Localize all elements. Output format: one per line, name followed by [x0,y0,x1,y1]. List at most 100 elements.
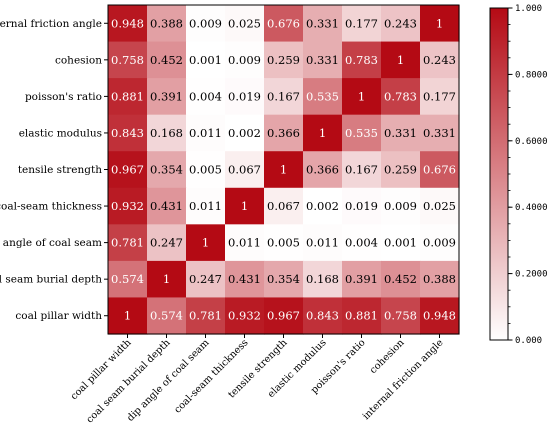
cell-value-label: 0.354 [150,163,183,177]
x-tick-label: internal friction angle [361,337,446,422]
cell-value-label: 0.431 [150,199,183,213]
heatmap-cell [264,297,304,335]
heatmap-cell [303,5,343,43]
cell-value-label: 0.967 [267,309,300,323]
cell-value-label: 0.025 [228,16,261,30]
heatmap-cell [186,187,226,225]
heatmap-cell [420,5,460,43]
heatmap-cell [420,114,460,152]
y-tick-label: cohesion [55,54,102,66]
cell-value-label: 1 [358,89,365,103]
heatmap-cell [186,260,226,299]
heatmap-cell [264,260,304,299]
cell-value-label: 0.167 [345,163,378,177]
heatmap-cell [342,114,382,152]
cell-value-label: 0.011 [228,236,261,250]
cell-value-label: 0.431 [228,272,261,286]
cell-value-label: 0.391 [150,89,183,103]
cell-value-label: 0.001 [384,236,417,250]
heatmap-cell [225,224,265,262]
heatmap-cell [381,297,421,335]
cell-value-label: 0.331 [423,126,456,140]
cell-value-label: 0.781 [189,309,222,323]
y-tick-label: coal pillar width [15,310,102,322]
heatmap-cell [147,78,187,116]
heatmap-cell [108,297,148,335]
heatmap-cell [381,114,421,152]
cell-value-label: 0.067 [267,199,300,213]
colorbar-tick-label: 0.6000 [515,137,548,147]
heatmap-cell [147,114,187,152]
heatmap-cell [108,151,148,189]
heatmap-cell [225,260,265,299]
heatmap-cell [225,114,265,152]
cell-value-label: 0.366 [267,126,300,140]
cell-value-label: 0.331 [384,126,417,140]
heatmap-cell [225,187,265,225]
colorbar-gradient [489,7,509,341]
heatmap-cell [303,260,343,299]
heatmap-cell [420,260,460,299]
cell-value-label: 0.331 [306,16,339,30]
heatmap-cell [186,224,226,262]
cell-value-label: 1 [397,53,404,67]
heatmap-cell [108,114,148,152]
heatmap-cell [381,41,421,79]
cell-value-label: 1 [280,163,287,177]
cell-value-label: 1 [124,309,131,323]
heatmap-cell [186,78,226,116]
heatmap-cell [147,187,187,225]
cell-value-label: 0.388 [150,16,183,30]
heatmap-cell [186,297,226,335]
cell-value-label: 0.243 [423,53,456,67]
cell-value-label: 0.001 [189,53,222,67]
heatmap-cells [108,5,460,335]
cell-value-label: 0.025 [423,199,456,213]
heatmap-cell [420,41,460,79]
heatmap-cell [420,151,460,189]
cell-value-label: 0.009 [228,53,261,67]
cell-value-label: 0.932 [111,199,144,213]
cell-value-label: 0.011 [189,199,222,213]
heatmap-cell [342,5,382,43]
heatmap-cell [303,187,343,225]
heatmap-cell [342,224,382,262]
heatmap-cell [147,260,187,299]
heatmap-cell [186,114,226,152]
heatmap-cell-labels: 0.948 0.388 0.009 0.025 0.676 0.331 0.177 0.243… [111,16,456,322]
heatmap-cell [147,297,187,335]
heatmap-cell [225,151,265,189]
heatmap-cell [303,297,343,335]
cell-value-label: 0.843 [306,309,339,323]
cell-value-label: 0.177 [423,89,456,103]
cell-value-label: 0.676 [267,16,300,30]
heatmap-cell [342,260,382,299]
heatmap-cell [381,151,421,189]
y-tick-label: coal seam burial depth [0,274,102,286]
heatmap-cell [108,41,148,79]
heatmap-cell [342,151,382,189]
cell-value-label: 0.005 [267,236,300,250]
cell-value-label: 0.168 [150,126,183,140]
heatmap-cell [225,78,265,116]
cell-value-label: 0.535 [306,89,339,103]
heatmap-cell [342,41,382,79]
cell-value-label: 0.676 [423,163,456,177]
cell-value-label: 0.758 [384,309,417,323]
heatmap-cell [342,187,382,225]
colorbar-tick-label: 1.000 [515,4,542,14]
heatmap-cell [420,187,460,225]
heatmap-cell [186,41,226,79]
cell-value-label: 0.004 [345,236,378,250]
heatmap-cell [108,78,148,116]
heatmap-cell [420,297,460,335]
cell-value-label: 0.005 [189,163,222,177]
cell-value-label: 0.948 [111,16,144,30]
y-tick-label: dip angle of coal seam [0,237,102,249]
x-tick-label: cohesion [368,337,407,376]
y-tick-label: coal-seam thickness [0,201,102,213]
y-tick-label: poisson's ratio [25,91,102,103]
cell-value-label: 1 [241,199,248,213]
